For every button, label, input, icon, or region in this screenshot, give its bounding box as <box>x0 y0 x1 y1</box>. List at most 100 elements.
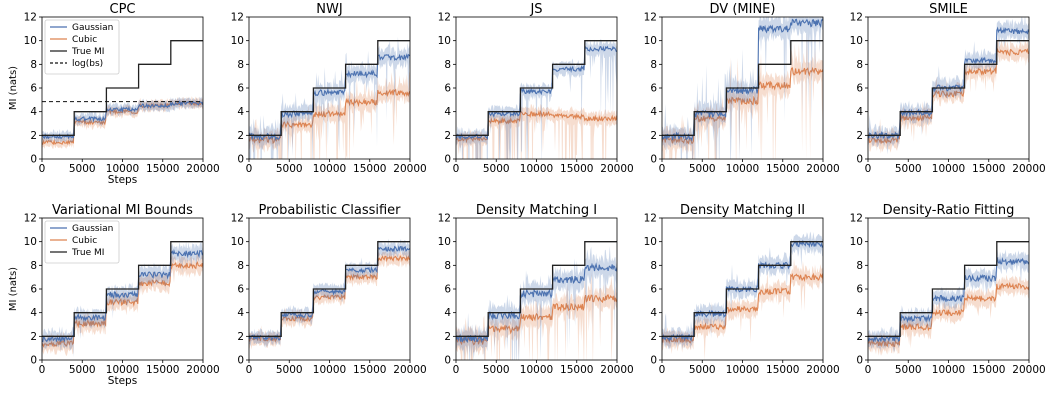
true-mi-line <box>868 40 1029 136</box>
y-tick-label: 0 <box>856 154 863 166</box>
y-tick-label: 8 <box>237 260 244 272</box>
y-tick-label: 6 <box>856 83 863 95</box>
panel-title: CPC <box>110 2 136 17</box>
y-tick-label: 6 <box>650 83 657 95</box>
legend: Gaussian Cubic True MI log(bs) <box>44 19 120 75</box>
y-tick-label: 8 <box>237 59 244 71</box>
panel-title: Variational MI Bounds <box>52 203 193 218</box>
x-tick-label: 5000 <box>895 364 922 376</box>
y-tick-label: 2 <box>444 130 451 142</box>
y-tick-label: 12 <box>644 12 657 24</box>
x-tick-label: 20000 <box>186 364 219 376</box>
gaussian-band <box>42 96 203 144</box>
y-tick-label: 10 <box>644 236 657 248</box>
panel-title: Probabilistic Classifier <box>258 203 401 218</box>
x-tick-label: 0 <box>453 163 460 175</box>
y-tick-label: 8 <box>856 260 863 272</box>
gaussian-line <box>249 245 410 342</box>
x-tick-label: 5000 <box>689 163 716 175</box>
x-tick-label: 0 <box>865 163 872 175</box>
x-tick-label: 15000 <box>353 364 386 376</box>
y-tick-label: 10 <box>231 236 244 248</box>
cubic-band <box>456 272 617 360</box>
y-tick-label: 8 <box>444 59 451 71</box>
panel-title: Density Matching II <box>680 203 805 218</box>
true-mi-line <box>456 241 617 337</box>
y-axis-label: MI (nats) <box>8 66 19 110</box>
y-tick-label: 2 <box>650 331 657 343</box>
y-tick-label: 0 <box>30 154 37 166</box>
x-tick-label: 0 <box>659 163 666 175</box>
x-tick-label: 10000 <box>520 163 553 175</box>
y-tick-label: 0 <box>444 355 451 367</box>
y-tick-label: 12 <box>231 213 244 225</box>
true-mi-line <box>662 40 823 136</box>
x-tick-label: 15000 <box>972 364 1005 376</box>
cubic-band <box>662 258 823 360</box>
gaussian-line <box>456 262 617 344</box>
y-tick-label: 10 <box>24 236 37 248</box>
panel-2: 0 5000 10000 15000 20000 0 2 4 6 8 10 12 JS <box>438 2 634 175</box>
y-tick-label: 4 <box>650 106 657 118</box>
x-tick-label: 15000 <box>146 163 179 175</box>
cubic-band <box>868 274 1029 356</box>
y-tick-label: 6 <box>650 284 657 296</box>
legend: Gaussian Cubic True MI <box>44 220 120 264</box>
y-tick-label: 4 <box>237 106 244 118</box>
x-tick-label: 10000 <box>106 163 139 175</box>
gaussian-band <box>456 246 617 360</box>
y-tick-label: 12 <box>438 12 451 24</box>
y-tick-label: 2 <box>444 331 451 343</box>
panel-title: DV (MINE) <box>710 2 776 17</box>
panel-5: 0 5000 10000 15000 20000 0 2 4 6 8 10 12 Variational… <box>8 203 220 387</box>
y-tick-label: 4 <box>30 307 37 319</box>
true-mi-line <box>662 241 823 337</box>
y-axis-label: MI (nats) <box>8 267 19 311</box>
gaussian-line <box>42 100 203 140</box>
x-tick-label: 0 <box>659 364 666 376</box>
y-tick-label: 2 <box>237 130 244 142</box>
x-tick-label: 5000 <box>276 163 303 175</box>
y-tick-label: 2 <box>856 130 863 142</box>
gaussian-line <box>868 256 1029 343</box>
true-mi-line <box>249 40 410 136</box>
gaussian-band <box>249 36 410 159</box>
x-tick-label: 0 <box>453 364 460 376</box>
y-tick-label: 2 <box>30 130 37 142</box>
cubic-line <box>662 272 823 344</box>
y-tick-label: 2 <box>237 331 244 343</box>
x-tick-label: 20000 <box>806 163 839 175</box>
x-tick-label: 20000 <box>393 163 426 175</box>
plot-area <box>249 238 410 350</box>
gaussian-line <box>249 53 410 142</box>
y-tick-label: 12 <box>24 213 37 225</box>
y-tick-label: 2 <box>650 130 657 142</box>
panel-title: JS <box>529 2 542 17</box>
x-tick-label: 10000 <box>313 163 346 175</box>
legend-label: Gaussian <box>72 23 113 33</box>
y-tick-label: 4 <box>650 307 657 319</box>
y-tick-label: 10 <box>231 35 244 47</box>
cubic-line <box>456 294 617 346</box>
x-tick-label: 20000 <box>806 364 839 376</box>
x-tick-label: 15000 <box>560 163 593 175</box>
plot-area <box>662 17 823 159</box>
x-tick-label: 15000 <box>560 364 593 376</box>
true-mi-line <box>42 40 203 136</box>
x-tick-label: 10000 <box>932 163 965 175</box>
y-tick-label: 6 <box>856 284 863 296</box>
y-tick-label: 4 <box>237 307 244 319</box>
x-tick-label: 0 <box>246 163 253 175</box>
y-tick-label: 8 <box>856 59 863 71</box>
y-tick-label: 0 <box>650 355 657 367</box>
legend-label: Cubic <box>72 35 97 45</box>
true-mi-line <box>249 241 410 337</box>
panel-0: 0 5000 10000 15000 20000 0 2 4 6 8 10 12 CPC MI (nats… <box>8 2 220 186</box>
true-mi-line <box>456 40 617 136</box>
x-tick-label: 15000 <box>353 163 386 175</box>
cubic-line <box>42 261 203 348</box>
gaussian-band <box>868 249 1029 352</box>
cubic-line <box>456 109 617 144</box>
true-mi-line <box>42 241 203 337</box>
